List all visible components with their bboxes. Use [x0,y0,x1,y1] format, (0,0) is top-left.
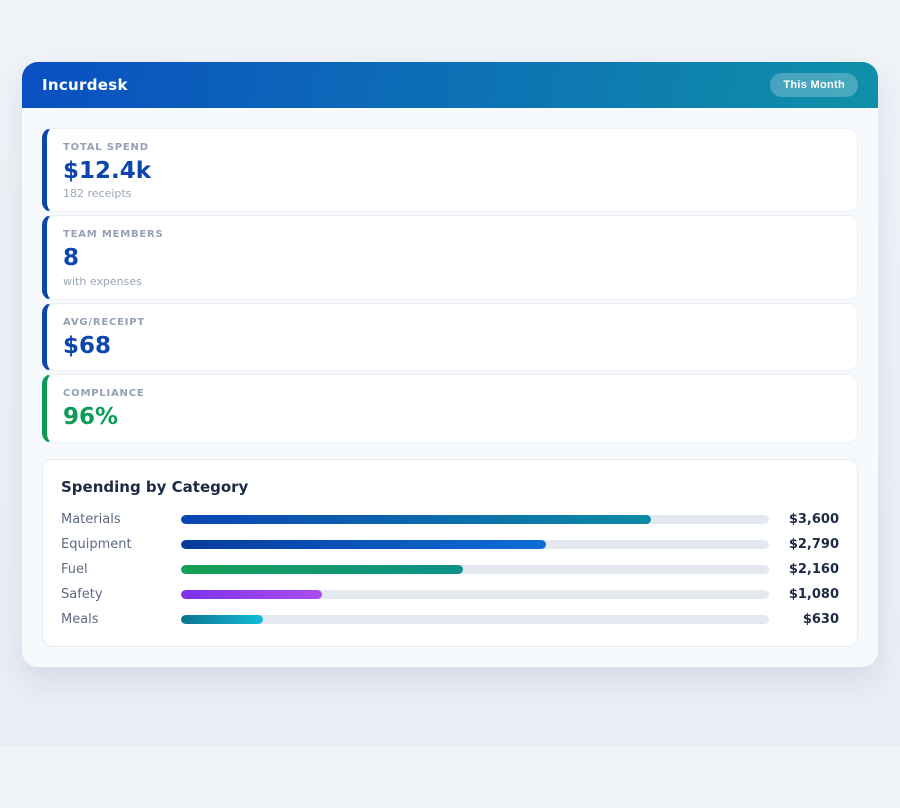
bar-fill-materials [181,514,652,524]
stat-label: TEAM MEMBERS [63,229,164,241]
stat-value: $68 [63,332,112,359]
app-window: Incurdesk This Month TOTAL SPEND $12.4k … [22,62,878,667]
app-title: Incurdesk [42,76,128,94]
category-value: $3,600 [788,511,839,527]
bar-track [181,514,769,524]
category-value: $2,160 [788,561,839,577]
spending-by-category-chart: Spending by Category Materials $3,600 Eq… [42,458,858,647]
bar-track [181,614,769,624]
chart-row-meals: Meals $630 [61,611,839,628]
chart-row-fuel: Fuel $2,160 [61,561,839,578]
stat-subtext: with expenses [63,274,142,288]
stat-card-team-members: TEAM MEMBERS 8 with expenses [42,215,858,300]
stat-card-compliance: COMPLIANCE 96% [42,374,858,443]
stat-value: 96% [63,404,119,431]
chart-row-equipment: Equipment $2,790 [61,536,839,553]
chart-row-materials: Materials $3,600 [61,511,839,528]
bar-track [181,589,769,599]
category-value: $1,080 [788,586,839,602]
stat-label: COMPLIANCE [63,388,145,400]
period-badge[interactable]: This Month [770,73,858,97]
bar-fill-equipment [181,539,546,549]
category-value: $2,790 [788,536,839,552]
bar-track [181,539,769,549]
chart-title: Spending by Category [61,477,249,496]
stat-card-total-spend: TOTAL SPEND $12.4k 182 receipts [42,128,858,213]
app-content: TOTAL SPEND $12.4k 182 receipts TEAM MEM… [22,108,878,667]
stat-card-avg-receipt: AVG/RECEIPT $68 [42,302,858,372]
stat-subtext: 182 receipts [63,187,132,201]
category-label: Materials [61,511,121,527]
bar-fill-safety [181,589,323,599]
category-label: Meals [61,611,99,627]
bar-fill-meals [181,614,264,624]
app-header: Incurdesk This Month [22,62,878,108]
category-label: Fuel [61,561,88,577]
category-label: Safety [61,586,103,602]
chart-row-safety: Safety $1,080 [61,586,839,603]
bar-fill-fuel [181,564,464,574]
stat-label: AVG/RECEIPT [63,316,146,328]
stat-value: $12.4k [63,158,152,184]
stat-label: TOTAL SPEND [63,142,149,153]
category-label: Equipment [61,536,132,552]
category-value: $630 [802,611,839,627]
stat-value: 8 [63,245,80,272]
bar-track [181,564,769,574]
